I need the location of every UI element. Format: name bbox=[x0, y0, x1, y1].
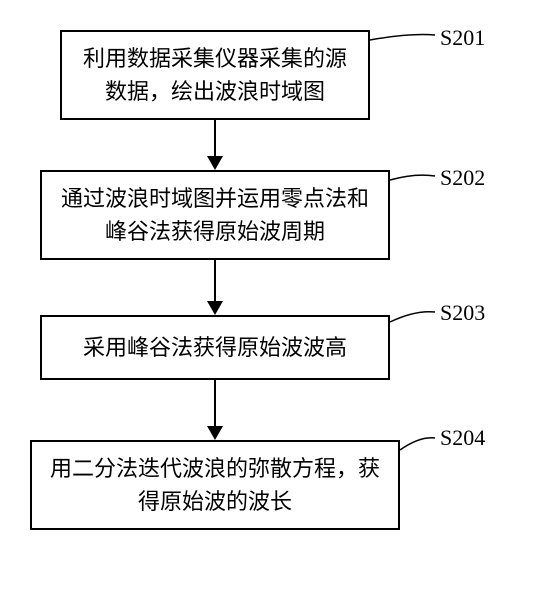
flowchart-container: 利用数据采集仪器采集的源数据，绘出波浪时域图 S201 通过波浪时域图并运用零点… bbox=[0, 0, 553, 600]
leader-line bbox=[0, 0, 553, 605]
